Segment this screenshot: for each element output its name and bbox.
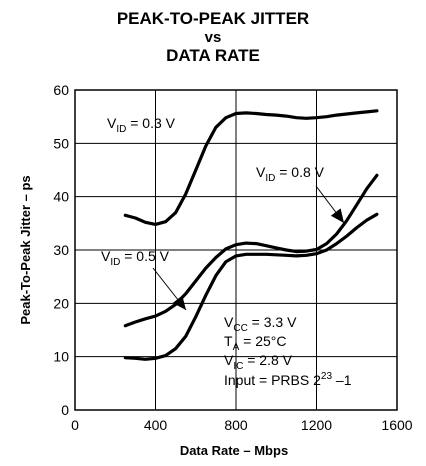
x-tick-label: 1200: [301, 417, 332, 433]
condition-ta: TA = 25°C: [224, 333, 286, 353]
series-label-vid-0-5: VID = 0.5 V: [101, 248, 170, 268]
x-axis-label: Data Rate – Mbps: [180, 443, 288, 458]
arrow-vid-0-5-head: [172, 295, 186, 310]
series-line-vid-0-3: [123, 109, 379, 226]
y-tick-label: 60: [53, 82, 69, 98]
plot-frame: [74, 89, 398, 411]
condition-vcc: VCC = 3.3 V: [224, 314, 297, 334]
x-tick-label: 1600: [381, 417, 412, 433]
y-tick-label: 10: [53, 349, 69, 365]
series-line-vid-0-5: [123, 212, 379, 361]
chart-title-line-3: DATA RATE: [166, 46, 260, 65]
tick-labels: 0 10 20 30 40 50 60 0 400 800 1200 1600: [53, 82, 412, 433]
condition-input: Input = PRBS 223 –1: [224, 371, 352, 388]
x-tick-label: 0: [71, 417, 79, 433]
x-tick-label: 400: [144, 417, 168, 433]
series-line-vid-0-8: [123, 173, 379, 328]
y-tick-label: 50: [53, 135, 69, 151]
y-tick-label: 0: [61, 402, 69, 418]
y-axis-label: Peak-To-Peak Jitter – ps: [18, 175, 33, 324]
test-conditions: VCC = 3.3 V TA = 25°C VIC = 2.8 V Input …: [224, 314, 352, 388]
series-label-vid-0-3: VID = 0.3 V: [107, 115, 176, 135]
series-label-vid-0-8: VID = 0.8 V: [256, 164, 325, 184]
annotation-arrows: [152, 185, 345, 311]
y-tick-label: 40: [53, 189, 69, 205]
arrow-vid-0-8-head: [330, 208, 344, 223]
y-tick-label: 30: [53, 242, 69, 258]
chart-title-line-2: vs: [204, 29, 222, 46]
condition-vic: VIC = 2.8 V: [224, 352, 293, 372]
chart-title-line-1: PEAK-TO-PEAK JITTER: [116, 9, 310, 28]
series-lines: [123, 109, 379, 361]
y-tick-label: 20: [53, 295, 69, 311]
x-tick-label: 800: [224, 417, 248, 433]
